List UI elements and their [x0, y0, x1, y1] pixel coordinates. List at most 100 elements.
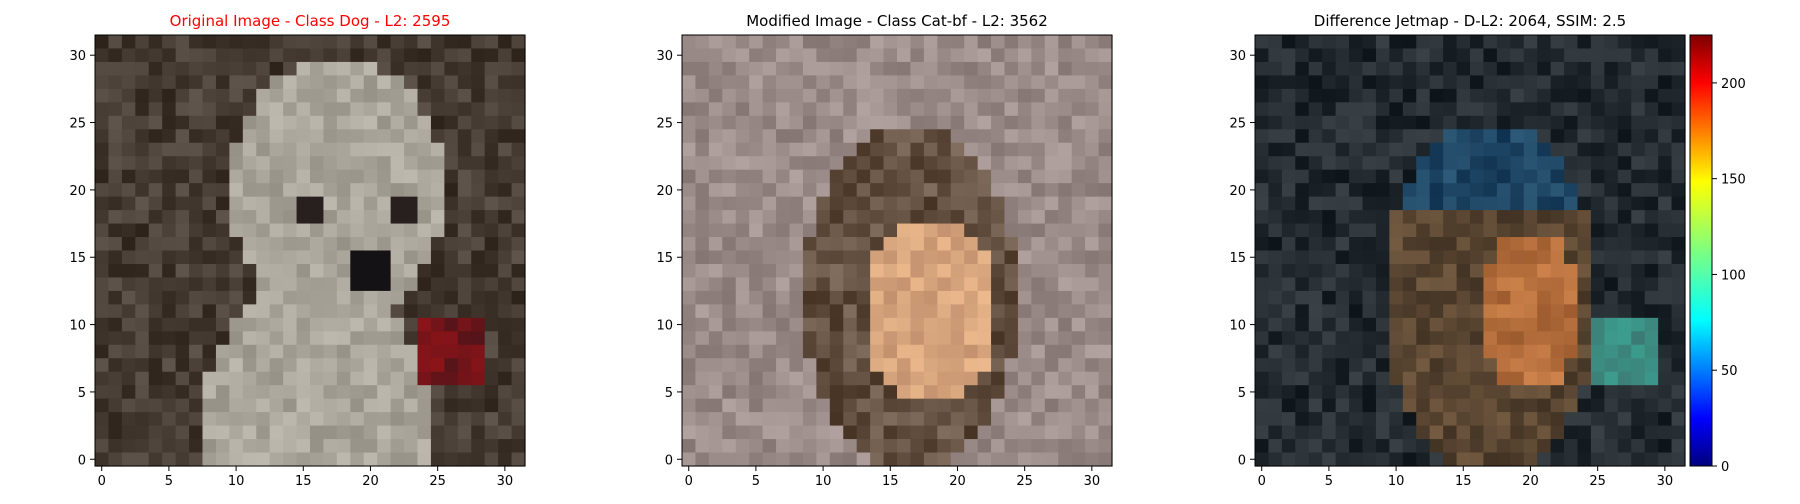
image-pixel [310, 75, 324, 89]
image-pixel [364, 143, 378, 157]
image-pixel [1045, 237, 1059, 251]
image-pixel [108, 237, 122, 251]
image-pixel [924, 224, 938, 238]
image-pixel [682, 89, 696, 103]
image-pixel [749, 439, 763, 453]
image-pixel [1537, 331, 1551, 345]
image-pixel [310, 264, 324, 278]
image-pixel [1295, 264, 1309, 278]
image-pixel [229, 372, 243, 386]
image-pixel [1483, 399, 1497, 413]
image-pixel [1443, 277, 1457, 291]
image-pixel [1389, 224, 1403, 238]
image-pixel [1672, 75, 1686, 89]
image-pixel [1045, 277, 1059, 291]
image-pixel [189, 210, 203, 224]
image-pixel [1551, 62, 1565, 76]
image-pixel [924, 102, 938, 116]
image-pixel [1255, 345, 1269, 359]
image-pixel [843, 251, 857, 265]
image-pixel [910, 291, 924, 305]
image-pixel [910, 251, 924, 265]
image-pixel [1457, 89, 1471, 103]
image-pixel [122, 210, 136, 224]
image-pixel [1363, 224, 1377, 238]
image-pixel [149, 237, 163, 251]
image-pixel [364, 331, 378, 345]
image-pixel [122, 385, 136, 399]
image-pixel [189, 237, 203, 251]
image-pixel [709, 129, 723, 143]
image-pixel [1524, 197, 1538, 211]
image-pixel [924, 116, 938, 130]
image-pixel [1031, 277, 1045, 291]
image-pixel [763, 318, 777, 332]
image-pixel [1483, 197, 1497, 211]
image-pixel [1282, 385, 1296, 399]
image-pixel [404, 48, 418, 62]
image-pixel [884, 156, 898, 170]
image-pixel [1591, 210, 1605, 224]
image-pixel [1618, 453, 1632, 467]
image-pixel [498, 426, 512, 440]
image-pixel [910, 116, 924, 130]
image-pixel [897, 251, 911, 265]
image-pixel [709, 170, 723, 184]
image-pixel [431, 102, 445, 116]
image-pixel [1282, 251, 1296, 265]
image-pixel [1255, 183, 1269, 197]
image-pixel [1537, 102, 1551, 116]
image-pixel [951, 170, 965, 184]
image-pixel [283, 358, 297, 372]
image-pixel [95, 426, 109, 440]
image-pixel [216, 264, 230, 278]
image-pixel [458, 304, 472, 318]
image-pixel [135, 62, 149, 76]
image-pixel [310, 412, 324, 426]
image-pixel [108, 264, 122, 278]
image-pixel [1045, 439, 1059, 453]
image-pixel [803, 372, 817, 386]
image-pixel [1483, 210, 1497, 224]
image-pixel [1430, 399, 1444, 413]
image-pixel [1389, 304, 1403, 318]
image-pixel [512, 89, 526, 103]
image-pixel [176, 439, 190, 453]
panel-2: Modified Image - Class Cat-bf - L2: 3562… [656, 12, 1112, 489]
image-pixel [1322, 453, 1336, 467]
image-pixel [736, 89, 750, 103]
image-pixel [1349, 170, 1363, 184]
image-pixel [884, 129, 898, 143]
image-pixel [1645, 318, 1659, 332]
image-pixel [162, 277, 176, 291]
image-pixel [1058, 291, 1072, 305]
image-pixel [910, 318, 924, 332]
image-pixel [1005, 62, 1019, 76]
image-pixel [1309, 345, 1323, 359]
image-pixel [1336, 210, 1350, 224]
image-pixel [1099, 453, 1113, 467]
image-pixel [1618, 129, 1632, 143]
image-pixel [816, 129, 830, 143]
image-pixel [297, 318, 311, 332]
image-pixel [870, 345, 884, 359]
image-pixel [695, 102, 709, 116]
image-pixel [1389, 48, 1403, 62]
image-pixel [512, 318, 526, 332]
image-pixel [884, 372, 898, 386]
image-pixel [1099, 412, 1113, 426]
image-pixel [1483, 237, 1497, 251]
image-pixel [1497, 143, 1511, 157]
image-pixel [404, 183, 418, 197]
image-pixel [377, 264, 391, 278]
image-pixel [283, 170, 297, 184]
image-pixel [189, 116, 203, 130]
image-pixel [1403, 129, 1417, 143]
image-pixel [377, 358, 391, 372]
image-pixel [736, 183, 750, 197]
image-pixel [709, 264, 723, 278]
image-pixel [1403, 331, 1417, 345]
image-pixel [776, 412, 790, 426]
image-pixel [790, 62, 804, 76]
image-pixel [122, 183, 136, 197]
